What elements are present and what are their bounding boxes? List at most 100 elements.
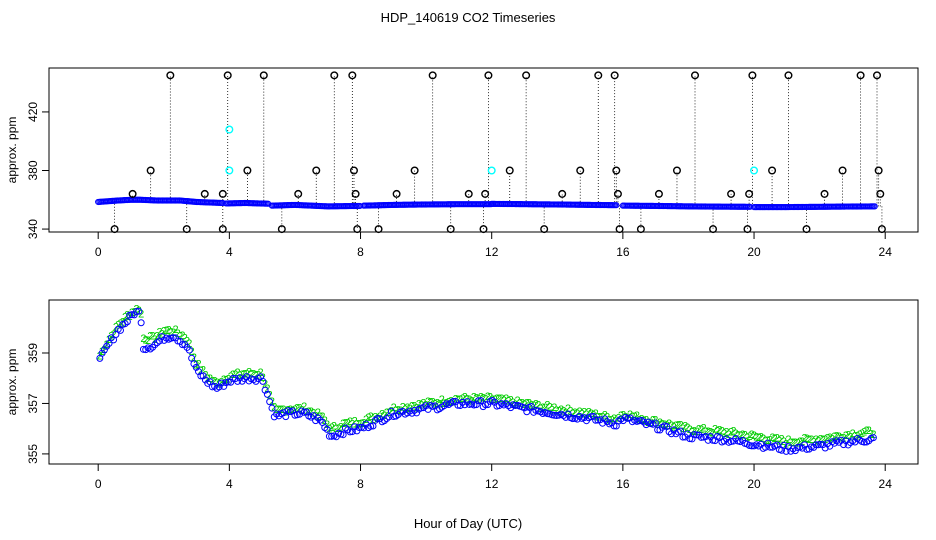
outlier-point — [353, 225, 362, 234]
series-point-2: 2 — [285, 404, 291, 416]
series-point-3 — [142, 346, 150, 354]
series-point-2: 2 — [441, 398, 447, 410]
outlier-point — [540, 225, 549, 234]
outlier-point — [481, 189, 490, 198]
series-point-2: 2 — [597, 411, 603, 423]
series-point-2: 2 — [560, 405, 566, 417]
series-point-2: 2 — [218, 377, 224, 389]
series-point-3 — [380, 417, 388, 425]
outlier-point — [392, 189, 401, 198]
series-point-3 — [592, 416, 600, 424]
series-point-3 — [695, 431, 703, 439]
highlight-point — [225, 166, 234, 175]
series-point-2: 2 — [758, 432, 764, 444]
series-point-2: 2 — [175, 328, 181, 340]
top-panel: 0 4 8 12 16 20 24 340 380 420 approx. ppm — [5, 67, 919, 259]
series-point-2: 2 — [274, 404, 280, 416]
outlier-point — [820, 189, 829, 198]
series-point-2: 2 — [296, 402, 302, 414]
series-point-2: 2 — [154, 331, 160, 343]
series-point-2: 2 — [549, 404, 555, 416]
series-point-2: 2 — [97, 351, 103, 363]
series-point-2: 2 — [765, 435, 771, 447]
y-tick-label: 340 — [26, 219, 40, 239]
series-point-2: 2 — [145, 335, 151, 347]
baseline-point — [613, 202, 620, 209]
series-point-3 — [158, 333, 166, 341]
series-point-2: 2 — [572, 407, 578, 419]
series-point-2: 2 — [712, 424, 718, 436]
x-tick-label: 24 — [879, 477, 893, 491]
series-point-2: 2 — [471, 391, 477, 403]
series-point-3 — [245, 377, 253, 385]
series-point-2: 2 — [108, 330, 114, 342]
series-point-3 — [665, 428, 673, 436]
x-tick-label: 4 — [226, 245, 233, 259]
series-point-2: 2 — [494, 393, 500, 405]
series-point-3 — [190, 360, 198, 368]
series-point-2: 2 — [214, 377, 220, 389]
series-point-2: 2 — [847, 432, 853, 444]
series-point-3 — [504, 402, 512, 410]
series-point-2: 2 — [554, 405, 560, 417]
series-point-2: 2 — [581, 406, 587, 418]
outlier-point — [351, 189, 360, 198]
outlier-point — [146, 166, 155, 175]
series-point-2: 2 — [547, 402, 553, 414]
baseline-point — [219, 199, 226, 207]
series-point-2: 2 — [384, 407, 390, 419]
series-point-2: 2 — [609, 414, 615, 426]
series-point-2: 2 — [381, 410, 387, 422]
series-point-2: 2 — [850, 428, 856, 440]
series-point-2: 2 — [271, 402, 277, 414]
series-point-2: 2 — [345, 417, 351, 429]
outlier-point — [745, 189, 754, 198]
series-point-2: 2 — [861, 427, 867, 439]
x-tick-label: 12 — [485, 477, 499, 491]
series-point-3 — [780, 441, 788, 449]
series-point-2: 2 — [808, 434, 814, 446]
series-point-3 — [520, 404, 528, 412]
series-point-2: 2 — [687, 424, 693, 436]
series-point-3 — [197, 372, 205, 380]
series-point-2: 2 — [370, 414, 376, 426]
outlier-point — [410, 166, 419, 175]
series-point-2: 2 — [143, 334, 149, 346]
series-point-2: 2 — [650, 414, 656, 426]
series-point-2: 2 — [136, 305, 142, 317]
series-point-2: 2 — [696, 423, 702, 435]
series-point-2: 2 — [843, 430, 849, 442]
outlier-point — [223, 71, 232, 80]
plot-frame — [48, 299, 919, 465]
series-point-3 — [135, 307, 143, 315]
series-point-2: 2 — [267, 390, 273, 402]
outlier-point — [505, 166, 514, 175]
series-point-3 — [185, 346, 193, 354]
series-point-2: 2 — [854, 430, 860, 442]
baseline-point — [871, 203, 878, 210]
series-point-2: 2 — [719, 425, 725, 437]
series-point-2: 2 — [333, 423, 339, 435]
series-point-2: 2 — [150, 330, 156, 342]
x-tick-label: 16 — [616, 245, 630, 259]
series-point-2: 2 — [577, 406, 583, 418]
x-tick-label: 4 — [226, 477, 233, 491]
series-point-2: 2 — [657, 417, 663, 429]
series-point-2: 2 — [329, 422, 335, 434]
outlier-point — [610, 71, 619, 80]
series-point-2: 2 — [531, 400, 537, 412]
series-point-3 — [440, 402, 448, 410]
series-point-3 — [511, 402, 519, 410]
series-point-2: 2 — [301, 401, 307, 413]
x-tick-label: 0 — [95, 477, 102, 491]
series-point-2: 2 — [836, 431, 842, 443]
series-point-2: 2 — [806, 434, 812, 446]
series-point-2: 2 — [818, 434, 824, 446]
series-point-2: 2 — [801, 433, 807, 445]
series-point-2: 2 — [319, 411, 325, 423]
series-point-3 — [273, 410, 281, 418]
series-point-3 — [576, 412, 584, 420]
series-point-2: 2 — [182, 333, 188, 345]
series-point-2: 2 — [195, 358, 201, 370]
